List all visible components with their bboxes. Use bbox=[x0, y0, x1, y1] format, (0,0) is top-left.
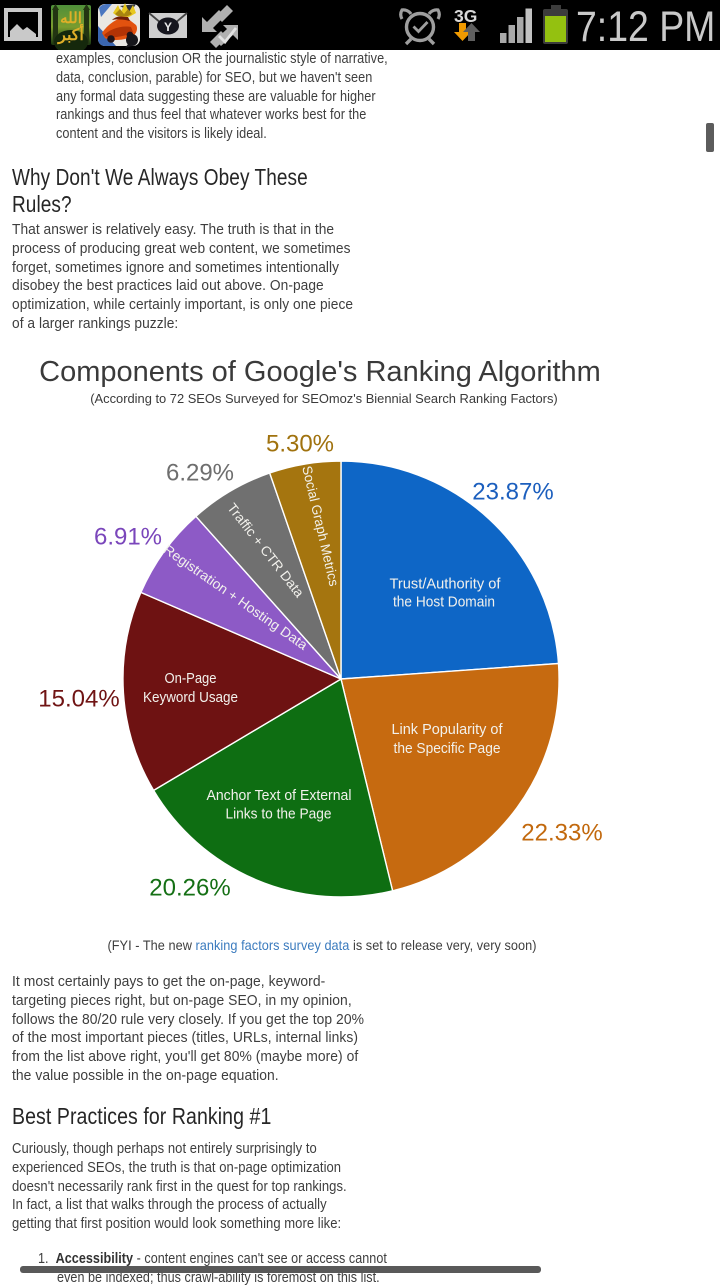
svg-text:Keyword Usage: Keyword Usage bbox=[143, 690, 238, 706]
svg-text:Y: Y bbox=[164, 20, 172, 34]
svg-text:22.33%: 22.33% bbox=[521, 820, 602, 847]
svg-text:(According to 72 SEOs Surveyed: (According to 72 SEOs Surveyed for SEOmo… bbox=[90, 391, 557, 406]
svg-text:Components of Google's Ranking: Components of Google's Ranking Algorithm bbox=[39, 356, 601, 388]
svg-text:On-Page: On-Page bbox=[165, 671, 217, 687]
svg-text:Anchor Text of External: Anchor Text of External bbox=[207, 788, 352, 804]
svg-text:Trust/Authority of: Trust/Authority of bbox=[390, 577, 502, 593]
svg-text:the Host Domain: the Host Domain bbox=[393, 595, 495, 611]
svg-text:3G: 3G bbox=[454, 6, 477, 26]
svg-text:23.87%: 23.87% bbox=[472, 479, 553, 506]
svg-text:20.26%: 20.26% bbox=[149, 875, 230, 902]
svg-text:Link Popularity of: Link Popularity of bbox=[392, 722, 504, 738]
svg-text:6.29%: 6.29% bbox=[166, 460, 234, 487]
svg-text:5.30%: 5.30% bbox=[266, 431, 334, 458]
svg-text:15.04%: 15.04% bbox=[38, 686, 119, 713]
svg-text:6.91%: 6.91% bbox=[94, 524, 162, 551]
svg-text:الله: الله bbox=[60, 10, 82, 27]
svg-text:أكبر: أكبر bbox=[57, 23, 84, 45]
svg-text:the Specific Page: the Specific Page bbox=[394, 741, 501, 757]
svg-text:Links to the Page: Links to the Page bbox=[226, 807, 332, 823]
